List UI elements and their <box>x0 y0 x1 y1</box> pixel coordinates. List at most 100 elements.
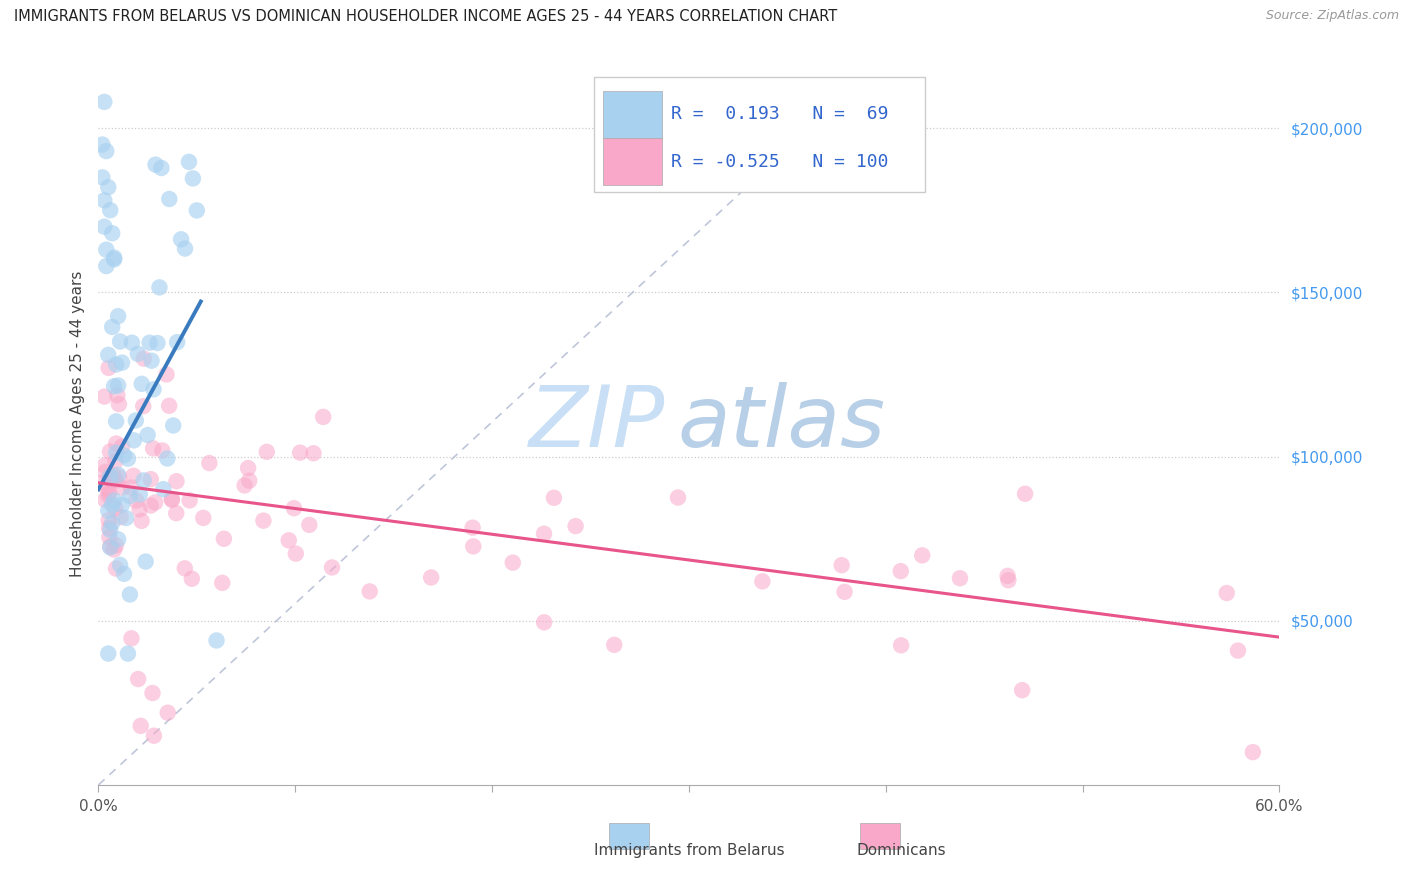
Point <box>212 532 235 546</box>
Point <box>751 574 773 589</box>
Point <box>94 458 117 473</box>
Point <box>98 485 121 500</box>
Point <box>890 638 912 652</box>
Point <box>463 540 485 554</box>
Point <box>105 414 128 428</box>
Point <box>104 474 127 488</box>
Point <box>131 514 153 528</box>
Point <box>97 489 120 503</box>
Point <box>288 445 311 459</box>
Point <box>101 498 124 512</box>
Point <box>142 442 165 456</box>
Point <box>911 549 934 563</box>
Point <box>111 481 134 495</box>
Point <box>997 569 1019 583</box>
Point <box>127 347 149 361</box>
Point <box>157 399 180 413</box>
Point <box>180 572 202 586</box>
Point <box>136 428 159 442</box>
Point <box>93 219 115 234</box>
Point <box>198 456 221 470</box>
Text: Source: ZipAtlas.com: Source: ZipAtlas.com <box>1265 9 1399 22</box>
Y-axis label: Householder Income Ages 25 - 44 years: Householder Income Ages 25 - 44 years <box>70 270 86 577</box>
Point <box>127 672 149 686</box>
Point <box>98 469 121 483</box>
Point <box>98 540 121 554</box>
Point <box>98 541 121 555</box>
FancyBboxPatch shape <box>609 822 648 848</box>
Point <box>166 474 188 488</box>
Point <box>129 719 152 733</box>
Point <box>321 560 343 574</box>
Point <box>105 445 128 459</box>
Point <box>103 542 125 557</box>
Point <box>96 259 118 273</box>
Point <box>117 647 139 661</box>
Text: ZIP: ZIP <box>529 382 665 466</box>
Point <box>118 587 141 601</box>
Point <box>181 171 204 186</box>
Point <box>543 491 565 505</box>
Point <box>112 566 135 581</box>
Point <box>142 382 165 396</box>
FancyBboxPatch shape <box>595 77 925 193</box>
Point <box>107 533 129 547</box>
Point <box>121 632 143 646</box>
Point <box>160 491 183 506</box>
Point <box>103 493 125 508</box>
Point <box>252 514 274 528</box>
Point <box>138 335 160 350</box>
Point <box>103 379 125 393</box>
Point <box>211 575 233 590</box>
Point <box>93 390 115 404</box>
Point <box>91 475 114 490</box>
Point <box>98 530 121 544</box>
Point <box>1226 643 1249 657</box>
Point <box>256 445 278 459</box>
Point <box>131 376 153 391</box>
Point <box>122 434 145 448</box>
Point <box>128 487 150 501</box>
Point <box>997 574 1019 588</box>
Point <box>103 467 125 482</box>
Point <box>91 137 114 152</box>
Point <box>111 440 134 454</box>
Point <box>122 468 145 483</box>
Point <box>110 510 132 524</box>
Point <box>94 492 117 507</box>
Point <box>186 203 208 218</box>
Point <box>96 144 118 158</box>
Point <box>312 409 335 424</box>
Point <box>97 647 120 661</box>
Point <box>238 474 260 488</box>
Point <box>98 523 121 537</box>
Point <box>93 194 115 208</box>
Point <box>205 633 228 648</box>
FancyBboxPatch shape <box>860 822 900 848</box>
Point <box>277 533 299 548</box>
Point <box>135 555 157 569</box>
Point <box>94 465 117 479</box>
Point <box>111 498 134 512</box>
Point <box>104 454 127 468</box>
Text: R =  0.193   N =  69: R = 0.193 N = 69 <box>671 105 889 123</box>
Point <box>139 499 162 513</box>
Point <box>98 521 121 535</box>
Point <box>91 170 114 185</box>
FancyBboxPatch shape <box>603 138 662 186</box>
Point <box>148 280 170 294</box>
Point <box>96 482 118 496</box>
Point <box>108 334 131 349</box>
Point <box>120 480 142 494</box>
Point <box>179 493 201 508</box>
Point <box>97 360 120 375</box>
Point <box>283 501 305 516</box>
Point <box>103 472 125 486</box>
Point <box>236 461 259 475</box>
Point <box>97 180 120 194</box>
Point <box>160 492 183 507</box>
Point <box>96 243 118 257</box>
Point <box>104 538 127 552</box>
Point <box>533 615 555 630</box>
Point <box>155 368 177 382</box>
